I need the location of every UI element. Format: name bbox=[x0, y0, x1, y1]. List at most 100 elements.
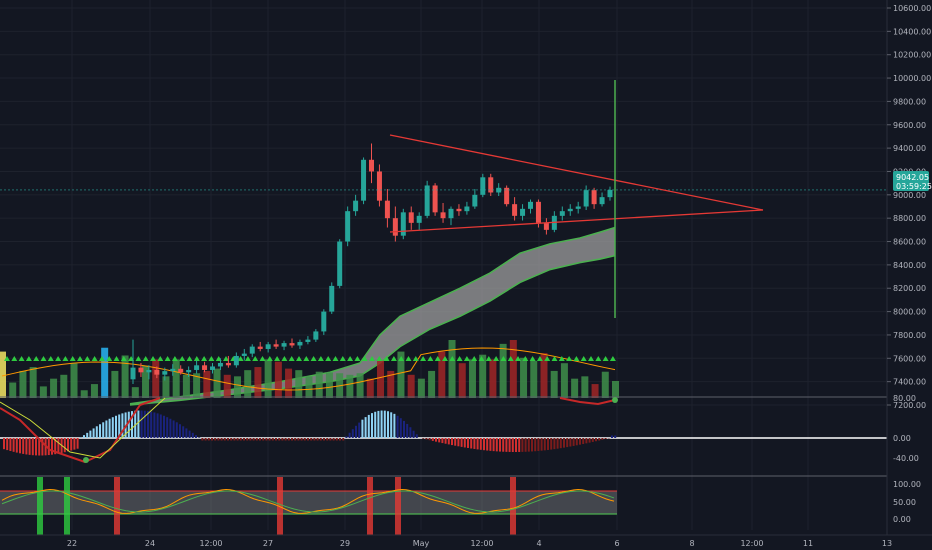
signal-triangle bbox=[602, 356, 609, 361]
signal-triangle bbox=[339, 356, 346, 361]
macd-line-right bbox=[559, 397, 616, 406]
volume-bar bbox=[70, 363, 78, 398]
candle-body bbox=[591, 190, 597, 205]
time-axis[interactable]: 22 24 12:00 27 29 May 12:00 4 6 8 12:00 11 13 bbox=[0, 534, 932, 550]
time-tick-label: 12:00 bbox=[740, 539, 763, 548]
signal-triangle bbox=[25, 356, 32, 361]
candle-body bbox=[345, 211, 351, 242]
time-tick-label: 12:00 bbox=[199, 539, 222, 548]
signal-triangle bbox=[507, 356, 514, 361]
signal-triangle bbox=[77, 356, 83, 361]
candle-body bbox=[305, 339, 311, 342]
signal-triangle bbox=[252, 356, 259, 361]
volume-bar bbox=[39, 386, 47, 398]
candle-body bbox=[217, 362, 223, 367]
triangle-upper-line bbox=[389, 134, 764, 211]
signal-triangle bbox=[420, 356, 427, 361]
signal-triangle bbox=[91, 356, 98, 361]
time-tick-label: 8 bbox=[689, 539, 694, 548]
price-tick-label: 10000.00 bbox=[893, 74, 931, 83]
stoch-k-line bbox=[1, 489, 615, 514]
ema-ribbon-fill bbox=[130, 227, 615, 405]
price-tick-label: 9400.00 bbox=[893, 144, 926, 153]
volume-bar bbox=[428, 370, 436, 398]
signal-triangle bbox=[390, 356, 397, 361]
time-tick-label: 13 bbox=[882, 539, 892, 548]
volume-bar bbox=[356, 373, 364, 398]
candle-body bbox=[233, 355, 239, 366]
signal-triangle bbox=[317, 356, 324, 361]
candle-body bbox=[512, 204, 518, 216]
signal-triangle bbox=[485, 356, 492, 361]
stoch-signal-column bbox=[64, 477, 70, 535]
volume-bar bbox=[9, 382, 17, 398]
signal-triangle bbox=[544, 356, 551, 361]
candle-body bbox=[528, 201, 533, 209]
volume-bar bbox=[264, 359, 272, 398]
volume-bar bbox=[571, 378, 579, 398]
candle-body bbox=[376, 171, 382, 201]
volume-bar bbox=[142, 365, 150, 398]
volume-bar bbox=[244, 370, 252, 398]
macd-tick-label: 80.00 bbox=[893, 394, 916, 403]
volume-bar bbox=[274, 361, 282, 398]
candle-body bbox=[416, 215, 422, 223]
candle-body bbox=[559, 211, 565, 216]
stoch-band bbox=[0, 491, 617, 514]
last-price-badge: 9042.05 03:59:25 bbox=[893, 171, 932, 191]
volume-bars bbox=[0, 340, 619, 398]
signal-triangle bbox=[157, 356, 164, 361]
signal-triangle bbox=[244, 356, 251, 361]
candle-body bbox=[543, 222, 549, 230]
signal-triangle bbox=[369, 356, 375, 361]
candles bbox=[130, 143, 613, 384]
candle-body bbox=[408, 212, 414, 223]
candle-body bbox=[599, 197, 605, 205]
volume-bar bbox=[612, 380, 619, 398]
volume-bar bbox=[346, 374, 354, 398]
signal-triangle bbox=[259, 356, 266, 361]
stoch-tick-label: 100.00 bbox=[893, 480, 921, 489]
candle-body bbox=[607, 189, 613, 198]
signal-triangle bbox=[69, 356, 76, 361]
candle-body bbox=[265, 344, 271, 349]
signal-triangle bbox=[171, 356, 178, 361]
volume-bar bbox=[172, 359, 180, 398]
candle-body bbox=[353, 200, 359, 212]
macd-tick-label: -40.00 bbox=[893, 454, 919, 463]
price-tick-label: 9000.00 bbox=[893, 191, 926, 200]
candle-body bbox=[178, 368, 184, 373]
volume-bar bbox=[101, 347, 109, 398]
stoch-signal-column bbox=[395, 477, 401, 535]
signal-triangle bbox=[405, 356, 412, 361]
signal-triangle bbox=[325, 356, 332, 361]
volume-bar bbox=[111, 370, 119, 398]
signal-triangle bbox=[55, 356, 62, 361]
price-tick-label: 8800.00 bbox=[893, 214, 926, 223]
signal-triangle bbox=[412, 356, 419, 361]
signal-triangle bbox=[120, 356, 127, 361]
price-tick-label: 7600.00 bbox=[893, 354, 926, 363]
stoch-pane: 100.00 50.00 0.00 bbox=[0, 475, 921, 535]
signal-triangle bbox=[98, 356, 105, 361]
volume-bar bbox=[162, 376, 170, 398]
stoch-d-line bbox=[1, 490, 615, 513]
triangle-lower-line bbox=[389, 209, 764, 233]
signal-triangle bbox=[150, 356, 156, 361]
volume-bar bbox=[448, 340, 456, 398]
candle-body bbox=[210, 366, 215, 370]
signal-triangle bbox=[478, 356, 485, 361]
stoch-signal-column bbox=[114, 477, 120, 535]
drawings bbox=[0, 80, 887, 318]
candle-body bbox=[456, 208, 462, 212]
candle-body bbox=[480, 177, 486, 195]
last-price-countdown: 03:59:25 bbox=[896, 182, 932, 191]
price-tick-label: 8400.00 bbox=[893, 261, 926, 270]
time-tick-label: 6 bbox=[614, 539, 619, 548]
candle-body bbox=[575, 206, 581, 209]
signal-triangle bbox=[442, 356, 448, 361]
price-tick-label: 10200.00 bbox=[893, 51, 931, 60]
signal-triangle bbox=[33, 356, 40, 361]
